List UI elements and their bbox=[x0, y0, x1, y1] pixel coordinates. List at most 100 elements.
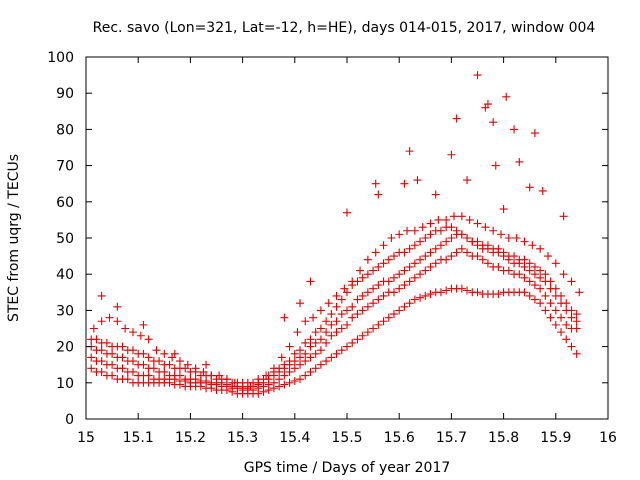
data-point bbox=[369, 284, 378, 293]
data-point bbox=[421, 252, 430, 261]
data-point bbox=[374, 320, 383, 329]
data-point bbox=[426, 219, 435, 228]
data-point bbox=[520, 273, 529, 282]
data-point bbox=[118, 353, 127, 362]
data-point bbox=[139, 349, 148, 358]
data-point bbox=[306, 367, 315, 376]
data-point bbox=[400, 302, 409, 311]
data-point bbox=[447, 150, 456, 159]
data-point bbox=[400, 266, 409, 275]
data-point bbox=[499, 248, 508, 257]
data-point bbox=[374, 281, 383, 290]
data-point bbox=[332, 302, 341, 311]
data-point bbox=[436, 226, 445, 235]
y-tick-label: 30 bbox=[56, 303, 74, 319]
data-point bbox=[491, 161, 500, 170]
data-point bbox=[97, 317, 106, 326]
data-point bbox=[379, 241, 388, 250]
data-point bbox=[562, 335, 571, 344]
data-point bbox=[410, 295, 419, 304]
data-point bbox=[405, 262, 414, 271]
data-point bbox=[395, 270, 404, 279]
data-point bbox=[316, 360, 325, 369]
y-tick-label: 60 bbox=[56, 195, 74, 211]
data-point bbox=[567, 342, 576, 351]
data-point bbox=[222, 375, 231, 384]
data-point bbox=[322, 317, 331, 326]
data-point bbox=[340, 284, 349, 293]
data-point bbox=[541, 291, 550, 300]
data-point bbox=[379, 259, 388, 268]
data-point bbox=[149, 364, 158, 373]
data-point bbox=[567, 306, 576, 315]
data-point bbox=[405, 147, 414, 156]
data-point bbox=[546, 299, 555, 308]
y-tick-label: 80 bbox=[56, 122, 74, 138]
data-point bbox=[363, 270, 372, 279]
data-point bbox=[280, 360, 289, 369]
data-point bbox=[296, 353, 305, 362]
data-point bbox=[483, 241, 492, 250]
data-point bbox=[525, 277, 534, 286]
x-tick-label: 15.2 bbox=[175, 430, 206, 446]
data-point bbox=[374, 262, 383, 271]
data-point bbox=[395, 230, 404, 239]
data-point bbox=[436, 241, 445, 250]
data-point bbox=[128, 346, 137, 355]
y-tick-label: 0 bbox=[65, 412, 74, 428]
data-point bbox=[332, 349, 341, 358]
data-point bbox=[301, 317, 310, 326]
data-point bbox=[238, 382, 247, 391]
data-point bbox=[400, 281, 409, 290]
data-point bbox=[400, 248, 409, 257]
data-point bbox=[371, 248, 380, 257]
data-point bbox=[530, 295, 539, 304]
data-point bbox=[525, 259, 534, 268]
data-point bbox=[515, 157, 524, 166]
data-point bbox=[572, 324, 581, 333]
data-point bbox=[97, 291, 106, 300]
data-point bbox=[543, 252, 552, 261]
data-point bbox=[457, 244, 466, 253]
y-tick-label: 40 bbox=[56, 267, 74, 283]
data-point bbox=[520, 255, 529, 264]
data-point bbox=[97, 357, 106, 366]
x-tick-label: 16 bbox=[599, 430, 617, 446]
data-point bbox=[463, 286, 472, 295]
data-point bbox=[332, 291, 341, 300]
y-tick-label: 100 bbox=[47, 50, 74, 66]
data-point bbox=[530, 270, 539, 279]
data-point bbox=[108, 349, 117, 358]
x-tick-label: 15.7 bbox=[436, 430, 467, 446]
data-point bbox=[356, 266, 365, 275]
data-point bbox=[405, 277, 414, 286]
data-point bbox=[442, 237, 451, 246]
data-point bbox=[473, 71, 482, 80]
data-point bbox=[144, 353, 153, 362]
data-point bbox=[546, 313, 555, 322]
data-point bbox=[285, 342, 294, 351]
data-point bbox=[343, 320, 351, 329]
data-point bbox=[285, 367, 294, 376]
data-point bbox=[551, 320, 560, 329]
data-point bbox=[324, 299, 333, 308]
data-point bbox=[551, 259, 560, 268]
data-point bbox=[277, 353, 286, 362]
data-point bbox=[379, 291, 388, 300]
data-point bbox=[450, 212, 459, 221]
data-point bbox=[296, 360, 305, 369]
data-point bbox=[452, 114, 461, 123]
data-point bbox=[528, 241, 537, 250]
data-point bbox=[426, 262, 435, 271]
data-point bbox=[478, 255, 487, 264]
data-point bbox=[525, 266, 534, 275]
data-point bbox=[473, 219, 482, 228]
data-point bbox=[379, 317, 388, 326]
data-point bbox=[525, 183, 534, 192]
data-point bbox=[97, 367, 106, 376]
data-point bbox=[421, 291, 430, 300]
data-point bbox=[374, 190, 383, 199]
data-point bbox=[290, 376, 299, 385]
data-point bbox=[348, 338, 357, 347]
data-point bbox=[447, 234, 456, 242]
